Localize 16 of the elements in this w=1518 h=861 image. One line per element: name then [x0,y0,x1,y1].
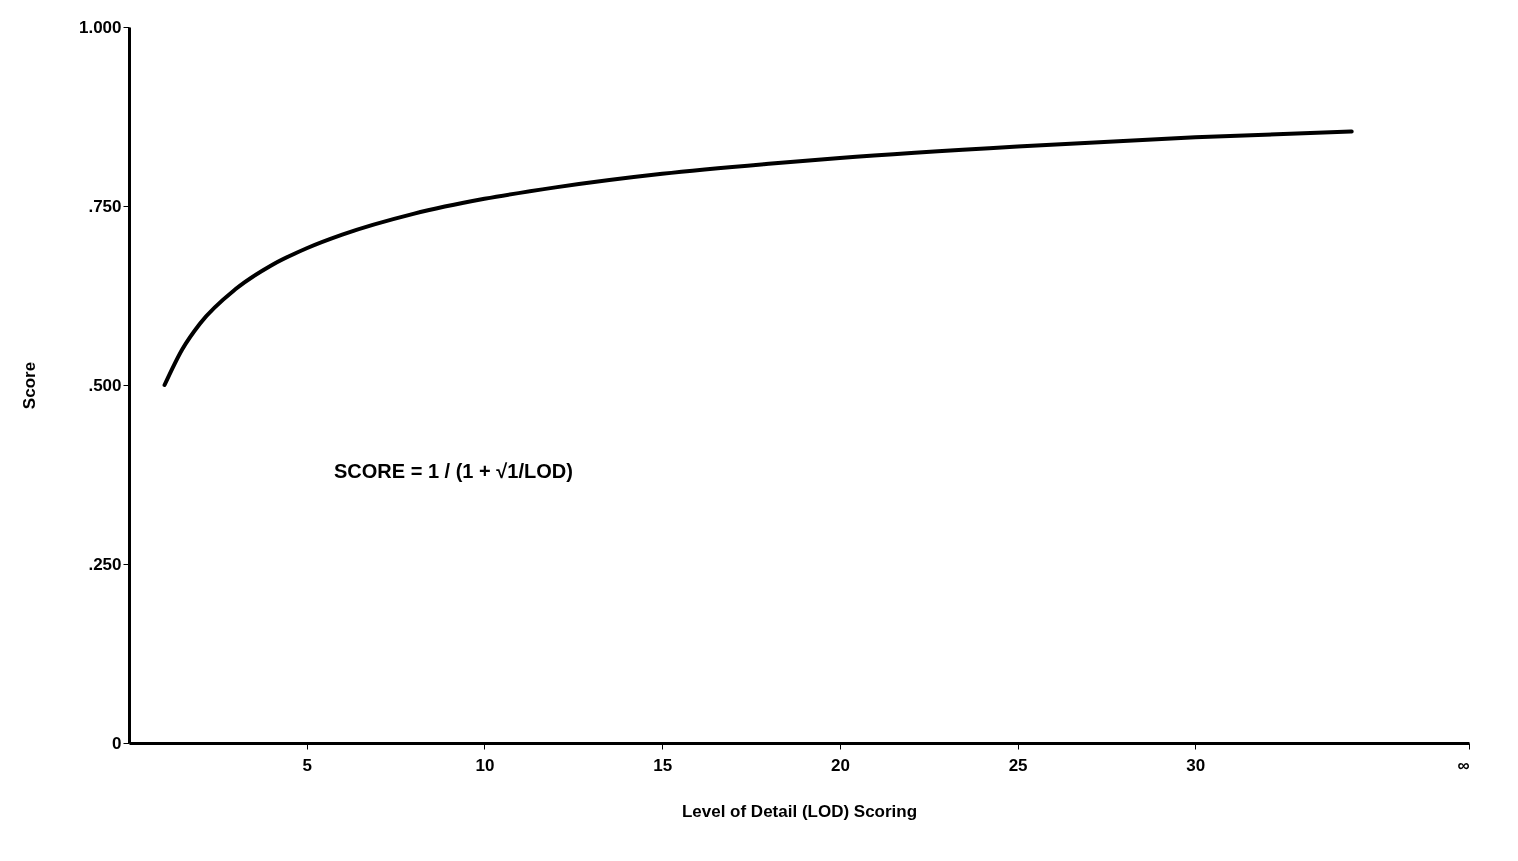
line-series [162,129,1354,387]
y-axis-title: Score [19,361,39,410]
annotation: SCORE = 1 / (1 + √1/LOD) [334,460,573,482]
x-axis-title: Level of Detail (LOD) Scoring [681,801,918,821]
x-tick-label: 15 [653,755,673,775]
x-tick-label: 10 [475,755,495,775]
x-tick-label: 20 [830,755,850,775]
x-tick-label: 25 [1008,755,1028,775]
y-tick-label: .250 [88,554,122,574]
x-tick-label: ∞ [1457,755,1470,775]
y-tick-label: .500 [88,375,122,395]
y-tick-label: .750 [88,196,122,216]
x-tick-label: 5 [302,755,312,775]
y-tick-label: 1.000 [78,17,122,37]
x-tick-label: 30 [1186,755,1206,775]
y-tick-label: 0 [112,733,122,753]
